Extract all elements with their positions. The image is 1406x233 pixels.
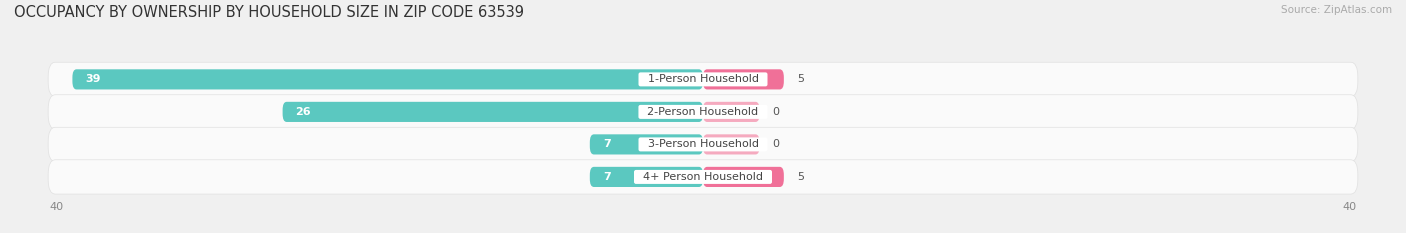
FancyBboxPatch shape <box>283 102 703 122</box>
FancyBboxPatch shape <box>591 167 703 187</box>
Text: 5: 5 <box>797 74 804 84</box>
FancyBboxPatch shape <box>703 167 785 187</box>
Text: OCCUPANCY BY OWNERSHIP BY HOUSEHOLD SIZE IN ZIP CODE 63539: OCCUPANCY BY OWNERSHIP BY HOUSEHOLD SIZE… <box>14 5 524 20</box>
FancyBboxPatch shape <box>73 69 703 89</box>
FancyBboxPatch shape <box>48 62 1358 96</box>
Text: 7: 7 <box>603 172 610 182</box>
FancyBboxPatch shape <box>48 127 1358 161</box>
Text: 1-Person Household: 1-Person Household <box>641 74 765 84</box>
FancyBboxPatch shape <box>703 69 785 89</box>
Text: Source: ZipAtlas.com: Source: ZipAtlas.com <box>1281 5 1392 15</box>
FancyBboxPatch shape <box>703 134 759 154</box>
Text: 5: 5 <box>797 172 804 182</box>
Text: 26: 26 <box>295 107 311 117</box>
Text: 39: 39 <box>86 74 101 84</box>
FancyBboxPatch shape <box>703 102 759 122</box>
Text: 7: 7 <box>603 139 610 149</box>
Text: 3-Person Household: 3-Person Household <box>641 139 765 149</box>
Text: 0: 0 <box>772 107 779 117</box>
FancyBboxPatch shape <box>48 95 1358 129</box>
FancyBboxPatch shape <box>48 160 1358 194</box>
Text: 2-Person Household: 2-Person Household <box>641 107 765 117</box>
Text: 0: 0 <box>772 139 779 149</box>
FancyBboxPatch shape <box>591 134 703 154</box>
Text: 4+ Person Household: 4+ Person Household <box>636 172 770 182</box>
